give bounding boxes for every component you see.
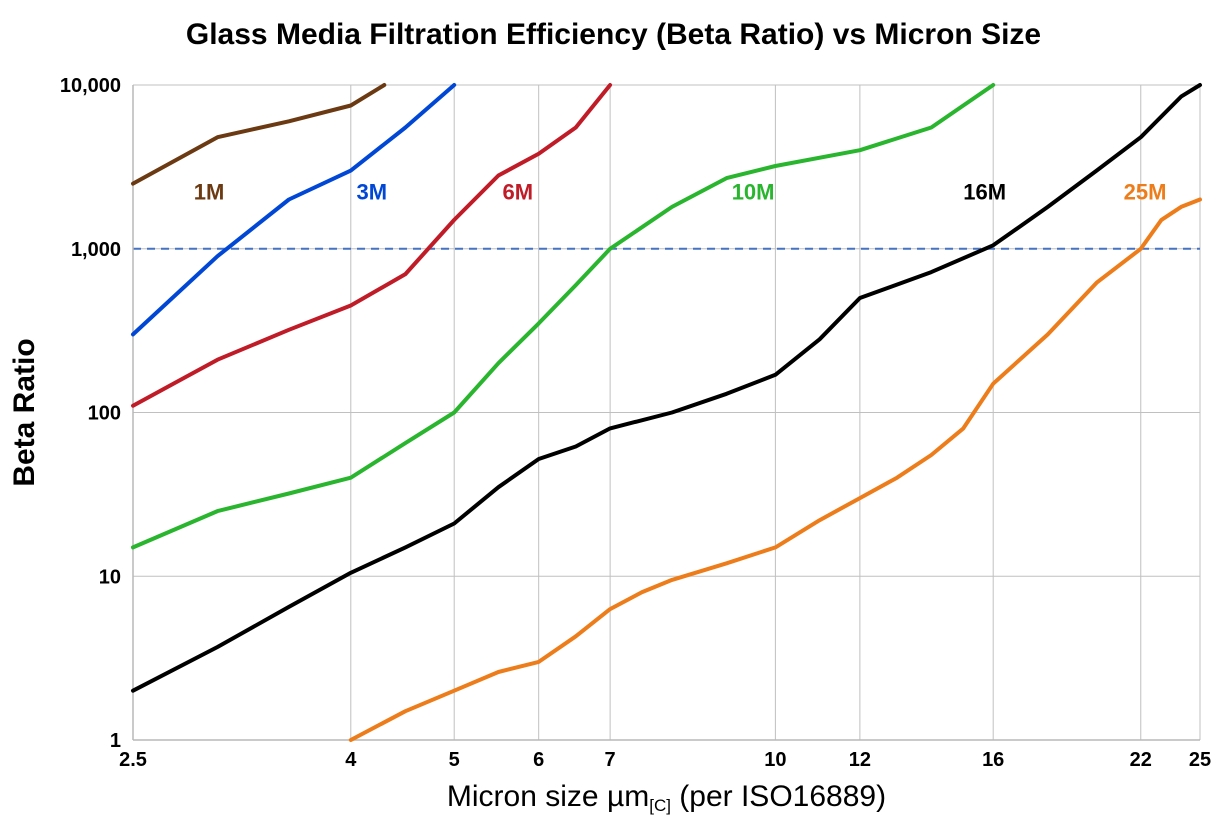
x-tick-label: 12: [849, 749, 871, 771]
y-tick-label: 10: [99, 566, 121, 588]
series-label-16m: 16M: [963, 179, 1006, 204]
x-tick-label: 25: [1189, 749, 1211, 771]
chart-container: 2.5 4 5 6 7 10 12 16 22 25 1 10 100 1,000 10,000 1M 3M 6M…: [0, 0, 1227, 836]
x-tick-label: 10: [764, 749, 786, 771]
y-tick-label: 1: [110, 730, 121, 752]
x-tick-label: 7: [605, 749, 616, 771]
x-tick-label: 2.5: [119, 749, 147, 771]
x-tick-label: 22: [1130, 749, 1152, 771]
y-tick-label: 1,000: [71, 239, 121, 261]
y-axis-label: Beta Ratio: [8, 338, 41, 486]
series-label-10m: 10M: [732, 179, 775, 204]
x-tick-label: 6: [533, 749, 544, 771]
chart-title: Glass Media Filtration Efficiency (Beta …: [186, 18, 1041, 51]
x-tick-label: 4: [345, 749, 357, 771]
series-label-1m: 1M: [194, 179, 225, 204]
y-tick-label: 100: [88, 403, 121, 425]
y-tick-label: 10,000: [60, 75, 121, 97]
series-label-6m: 6M: [503, 179, 534, 204]
series-label-25m: 25M: [1124, 179, 1167, 204]
x-tick-label: 16: [982, 749, 1004, 771]
line-chart: 2.5 4 5 6 7 10 12 16 22 25 1 10 100 1,000 10,000 1M 3M 6M…: [0, 0, 1227, 836]
series-label-3m: 3M: [357, 179, 388, 204]
x-tick-label: 5: [449, 749, 460, 771]
